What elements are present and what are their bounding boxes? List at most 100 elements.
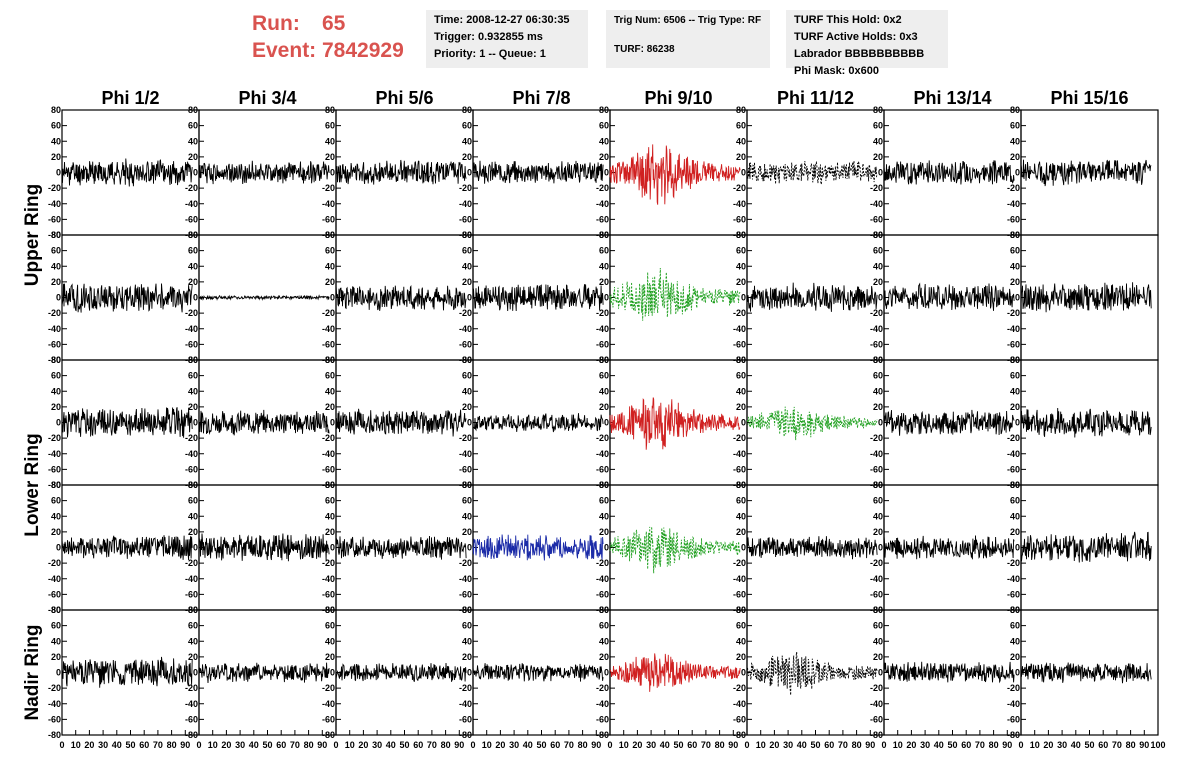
y-tick-label: 0	[56, 168, 61, 178]
waveform-trace	[198, 533, 330, 562]
y-tick-label: 60	[599, 621, 609, 631]
y-tick-label: -60	[733, 339, 746, 349]
y-tick-label: -40	[322, 199, 335, 209]
y-tick-label: 20	[325, 652, 335, 662]
x-tick-label: 70	[290, 740, 300, 750]
y-tick-label: -80	[48, 730, 61, 740]
y-tick-label: 40	[736, 386, 746, 396]
y-tick-label: -20	[48, 683, 61, 693]
x-tick-label: 90	[1002, 740, 1012, 750]
x-tick-label: 40	[386, 740, 396, 750]
x-tick-label: 0	[881, 740, 886, 750]
waveform-trace	[198, 294, 330, 301]
x-tick-label: 10	[619, 740, 629, 750]
y-tick-label: 20	[325, 527, 335, 537]
x-tick-label: 40	[934, 740, 944, 750]
y-tick-label: 40	[462, 636, 472, 646]
waveform-trace	[335, 285, 467, 311]
waveform-trace	[472, 160, 604, 184]
y-tick-label: 0	[741, 543, 746, 553]
y-tick-label: -60	[185, 214, 198, 224]
y-tick-label: 0	[604, 418, 609, 428]
y-tick-label: 80	[325, 230, 335, 240]
y-tick-label: 40	[736, 636, 746, 646]
y-tick-label: 60	[51, 371, 61, 381]
y-tick-label: -40	[1007, 449, 1020, 459]
y-tick-label: 80	[599, 605, 609, 615]
x-tick-label: 80	[167, 740, 177, 750]
y-tick-label: -40	[322, 699, 335, 709]
y-tick-label: -40	[185, 324, 198, 334]
y-tick-label: 80	[1010, 605, 1020, 615]
y-tick-label: 40	[325, 261, 335, 271]
y-tick-label: 80	[1010, 105, 1020, 115]
x-tick-label: 0	[333, 740, 338, 750]
y-tick-label: 20	[188, 652, 198, 662]
y-tick-label: 0	[467, 418, 472, 428]
y-tick-label: 20	[325, 402, 335, 412]
y-tick-label: -60	[596, 589, 609, 599]
y-tick-label: 20	[51, 402, 61, 412]
y-tick-label: 40	[873, 386, 883, 396]
x-tick-label: 20	[1043, 740, 1053, 750]
y-tick-label: 60	[188, 371, 198, 381]
y-tick-label: 80	[51, 605, 61, 615]
y-tick-label: -60	[322, 339, 335, 349]
y-tick-label: 20	[1010, 152, 1020, 162]
x-tick-label: 70	[564, 740, 574, 750]
y-tick-label: -20	[870, 558, 883, 568]
y-tick-label: 80	[188, 480, 198, 490]
y-tick-label: 20	[873, 277, 883, 287]
x-tick-label: 50	[673, 740, 683, 750]
y-tick-label: 60	[462, 121, 472, 131]
y-tick-label: -60	[459, 214, 472, 224]
y-tick-label: 40	[736, 261, 746, 271]
y-tick-label: 0	[1015, 418, 1020, 428]
x-tick-label: 10	[345, 740, 355, 750]
y-tick-label: -60	[459, 714, 472, 724]
x-tick-label: 60	[824, 740, 834, 750]
y-tick-label: -20	[733, 683, 746, 693]
waveform-trace	[198, 662, 330, 684]
y-tick-label: 60	[325, 246, 335, 256]
y-tick-label: -40	[870, 699, 883, 709]
waveform-trace	[883, 160, 1015, 185]
y-tick-label: -20	[185, 558, 198, 568]
y-tick-label: -40	[185, 574, 198, 584]
x-tick-label: 50	[810, 740, 820, 750]
y-tick-label: 60	[325, 121, 335, 131]
y-tick-label: 0	[878, 293, 883, 303]
y-tick-label: 40	[599, 136, 609, 146]
y-tick-label: 40	[188, 136, 198, 146]
y-tick-label: 60	[736, 246, 746, 256]
x-tick-label: 60	[139, 740, 149, 750]
y-tick-label: 0	[56, 293, 61, 303]
column-title: Phi 13/14	[913, 88, 991, 108]
y-tick-label: -60	[48, 214, 61, 224]
y-tick-label: 60	[51, 496, 61, 506]
column-title: Phi 7/8	[512, 88, 570, 108]
y-tick-label: -40	[48, 574, 61, 584]
y-tick-label: 60	[325, 496, 335, 506]
y-tick-label: 80	[51, 230, 61, 240]
waveform-trace	[472, 413, 604, 433]
y-tick-label: 80	[736, 105, 746, 115]
y-tick-label: 40	[325, 511, 335, 521]
y-tick-label: 40	[873, 511, 883, 521]
y-tick-label: 80	[462, 605, 472, 615]
y-tick-label: -40	[48, 699, 61, 709]
x-tick-label: 80	[852, 740, 862, 750]
y-tick-label: 40	[188, 636, 198, 646]
waveform-trace	[472, 663, 604, 682]
y-tick-label: -60	[185, 464, 198, 474]
y-tick-label: -40	[1007, 699, 1020, 709]
y-tick-label: -20	[596, 308, 609, 318]
y-tick-label: 0	[604, 168, 609, 178]
y-tick-label: -40	[733, 449, 746, 459]
waveform-trace	[198, 409, 330, 436]
